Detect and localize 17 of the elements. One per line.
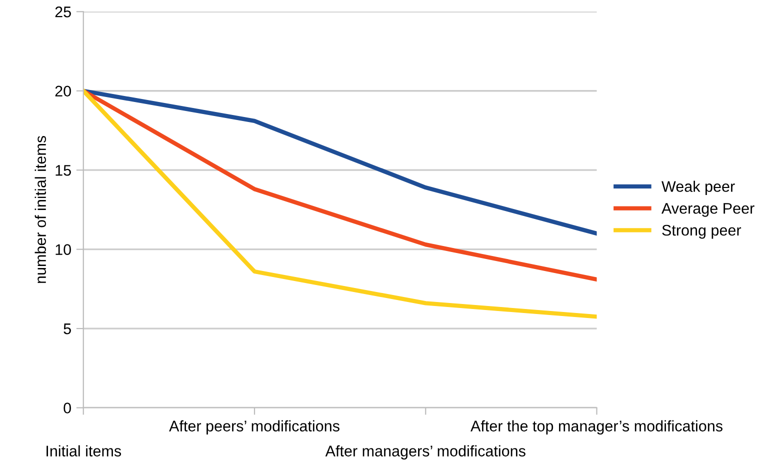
y-tick-label: 10 bbox=[56, 244, 71, 255]
x-tick-label: After managers’ modifications bbox=[325, 445, 526, 460]
y-tick-label: 20 bbox=[55, 86, 71, 97]
legend-label: Average Peer bbox=[662, 203, 754, 217]
legend-label: Strong peer bbox=[662, 224, 742, 239]
y-tick-label: 0 bbox=[64, 402, 71, 414]
y-tick-label: 25 bbox=[55, 6, 71, 18]
x-tick-label: After peers’ modifications bbox=[169, 420, 340, 434]
x-tick-label: After the top manager’s modifications bbox=[470, 420, 722, 434]
x-tick-label: Initial items bbox=[46, 445, 122, 456]
line-series bbox=[83, 88, 597, 236]
legend-label: Weak peer bbox=[662, 180, 735, 195]
y-tick-label: 15 bbox=[56, 165, 71, 176]
y-axis-title: number of initial items bbox=[34, 136, 46, 283]
line-series bbox=[83, 88, 597, 282]
y-tick-label: 5 bbox=[64, 324, 71, 334]
line-series bbox=[83, 88, 597, 319]
